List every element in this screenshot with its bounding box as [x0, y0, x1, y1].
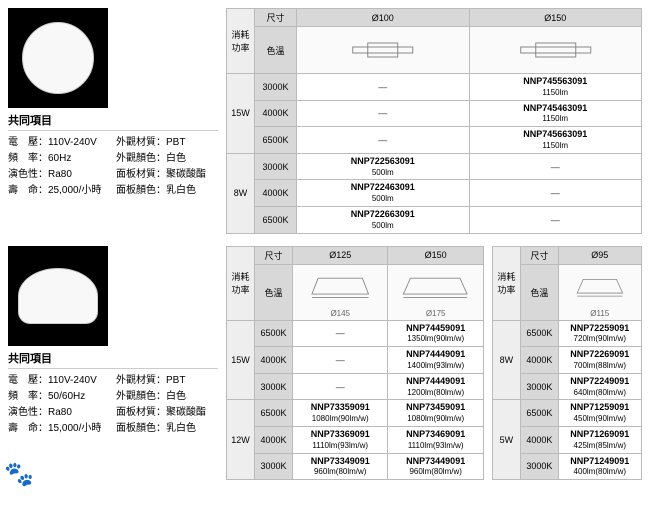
- table-row: 5W6500KNNP71259091450lm(90lm/w): [492, 400, 641, 427]
- table-cell: NNP71249091400lm(80lm/w): [558, 453, 641, 480]
- diagram-d150b: Ø175: [388, 264, 483, 320]
- cct-cell: 4000K: [255, 426, 293, 453]
- power-cell: 8W: [492, 320, 520, 400]
- table-cell: NNP72249091640lm(80lm/w): [558, 373, 641, 400]
- power-cell: 15W: [227, 74, 255, 154]
- table-row: 4000KNNP733690911110lm(93lm/w)NNP7346909…: [227, 426, 484, 453]
- table-cell: NNP733590911080lm(90lm/w): [293, 400, 388, 427]
- cct-cell: 3000K: [255, 153, 297, 180]
- cct-cell: 4000K: [255, 100, 297, 127]
- table-row: 3000K—NNP744490911200lm(80lm/w): [227, 373, 484, 400]
- table-cell: NNP744490911400lm(93lm/w): [388, 347, 483, 374]
- power-cell: 15W: [227, 320, 255, 400]
- cct-cell: 6500K: [255, 206, 297, 233]
- diagram-d95: Ø115: [558, 264, 641, 320]
- table-row: 6500KNNP722663091500lm—: [227, 206, 642, 233]
- spec-table-2a: 消耗功率 尺寸 Ø125 Ø150 色溫 Ø145 Ø175 15W6500K—…: [226, 246, 484, 481]
- cct-cell: 4000K: [255, 347, 293, 374]
- product-thumb-1: [8, 8, 108, 108]
- table-cell: —: [297, 74, 470, 101]
- cct-cell: 4000K: [520, 426, 558, 453]
- table-cell: NNP744590911350lm(90lm/w): [388, 320, 483, 347]
- table-cell: NNP7456630911150lm: [469, 127, 642, 154]
- table-cell: NNP733690911110lm(93lm/w): [293, 426, 388, 453]
- cct-cell: 6500K: [255, 320, 293, 347]
- table-cell: —: [293, 347, 388, 374]
- table-cell: NNP71269091425lm(85lm/w): [558, 426, 641, 453]
- table-cell: NNP73349091960lm(80lm/w): [293, 453, 388, 480]
- product-thumb-2: [8, 246, 108, 346]
- table-row: 15W6500K—NNP744590911350lm(90lm/w): [227, 320, 484, 347]
- left-col: 共同項目 電 壓：110V-240V 頻 率：60Hz 演色性：Ra80 壽 命…: [8, 8, 218, 234]
- table-cell: NNP71259091450lm(90lm/w): [558, 400, 641, 427]
- table-cell: NNP73449091960lm(80lm/w): [388, 453, 483, 480]
- table-cell: NNP722563091500lm: [297, 153, 470, 180]
- right-col-2: 消耗功率 尺寸 Ø125 Ø150 色溫 Ø145 Ø175 15W6500K—…: [226, 246, 642, 481]
- table-cell: NNP72269091700lm(88lm/w): [558, 347, 641, 374]
- cct-cell: 3000K: [520, 373, 558, 400]
- table-row: 12W6500KNNP733590911080lm(90lm/w)NNP7345…: [227, 400, 484, 427]
- cct-cell: 3000K: [520, 453, 558, 480]
- table-cell: NNP72259091720lm(90lm/w): [558, 320, 641, 347]
- power-cell: 5W: [492, 400, 520, 480]
- table-row: 6500K—NNP7456630911150lm: [227, 127, 642, 154]
- right-col: 消耗功率 尺寸 Ø100 Ø150 色溫 15W3000K—NNP7455630…: [226, 8, 642, 234]
- mascot-icon: 🐾: [4, 460, 34, 489]
- left-col-2: 共同項目 電 壓：110V-240V 頻 率：50/60Hz 演色性：Ra80 …: [8, 246, 218, 481]
- table-cell: —: [297, 100, 470, 127]
- table-row: 4000KNNP722463091500lm—: [227, 180, 642, 207]
- table-cell: —: [469, 206, 642, 233]
- section-2: 共同項目 電 壓：110V-240V 頻 率：50/60Hz 演色性：Ra80 …: [8, 246, 642, 481]
- cct-cell: 4000K: [255, 180, 297, 207]
- table-cell: —: [293, 373, 388, 400]
- cone-icon: [18, 268, 98, 324]
- diagram-d125: Ø145: [293, 264, 388, 320]
- table-row: 8W6500KNNP72259091720lm(90lm/w): [492, 320, 641, 347]
- table-row: 4000K—NNP7454630911150lm: [227, 100, 642, 127]
- diagram-d150: [469, 27, 642, 74]
- spec-table-2b: 消耗功率 尺寸 Ø95 色溫 Ø115 8W6500KNNP7225909172…: [492, 246, 642, 481]
- table-cell: NNP7455630911150lm: [469, 74, 642, 101]
- section-1: 共同項目 電 壓：110V-240V 頻 率：60Hz 演色性：Ra80 壽 命…: [8, 8, 642, 234]
- spec-table-1: 消耗功率 尺寸 Ø100 Ø150 色溫 15W3000K—NNP7455630…: [226, 8, 642, 234]
- cct-cell: 6500K: [255, 400, 293, 427]
- table-cell: NNP7454630911150lm: [469, 100, 642, 127]
- specs-2: 電 壓：110V-240V 頻 率：50/60Hz 演色性：Ra80 壽 命：1…: [8, 373, 218, 437]
- cct-cell: 3000K: [255, 74, 297, 101]
- table-cell: NNP734590911080lm(90lm/w): [388, 400, 483, 427]
- common-title: 共同項目: [8, 112, 218, 131]
- cct-cell: 6500K: [255, 127, 297, 154]
- common-title-2: 共同項目: [8, 350, 218, 369]
- specs-1: 電 壓：110V-240V 頻 率：60Hz 演色性：Ra80 壽 命：25,0…: [8, 135, 218, 199]
- cct-cell: 6500K: [520, 320, 558, 347]
- table-cell: NNP722463091500lm: [297, 180, 470, 207]
- table-cell: —: [469, 153, 642, 180]
- cct-cell: 3000K: [255, 373, 293, 400]
- table-row: 8W3000KNNP722563091500lm—: [227, 153, 642, 180]
- table-row: 3000KNNP73349091960lm(80lm/w)NNP73449091…: [227, 453, 484, 480]
- table-cell: —: [469, 180, 642, 207]
- power-cell: 8W: [227, 153, 255, 233]
- table-row: 15W3000K—NNP7455630911150lm: [227, 74, 642, 101]
- table-row: 4000K—NNP744490911400lm(93lm/w): [227, 347, 484, 374]
- diagram-d100: [297, 27, 470, 74]
- disc-icon: [22, 22, 94, 94]
- table-cell: NNP744490911200lm(80lm/w): [388, 373, 483, 400]
- table-cell: —: [297, 127, 470, 154]
- cct-cell: 6500K: [520, 400, 558, 427]
- table-cell: —: [293, 320, 388, 347]
- table-cell: NNP734690911110lm(93lm/w): [388, 426, 483, 453]
- cct-cell: 3000K: [255, 453, 293, 480]
- power-cell: 12W: [227, 400, 255, 480]
- cct-cell: 4000K: [520, 347, 558, 374]
- table-cell: NNP722663091500lm: [297, 206, 470, 233]
